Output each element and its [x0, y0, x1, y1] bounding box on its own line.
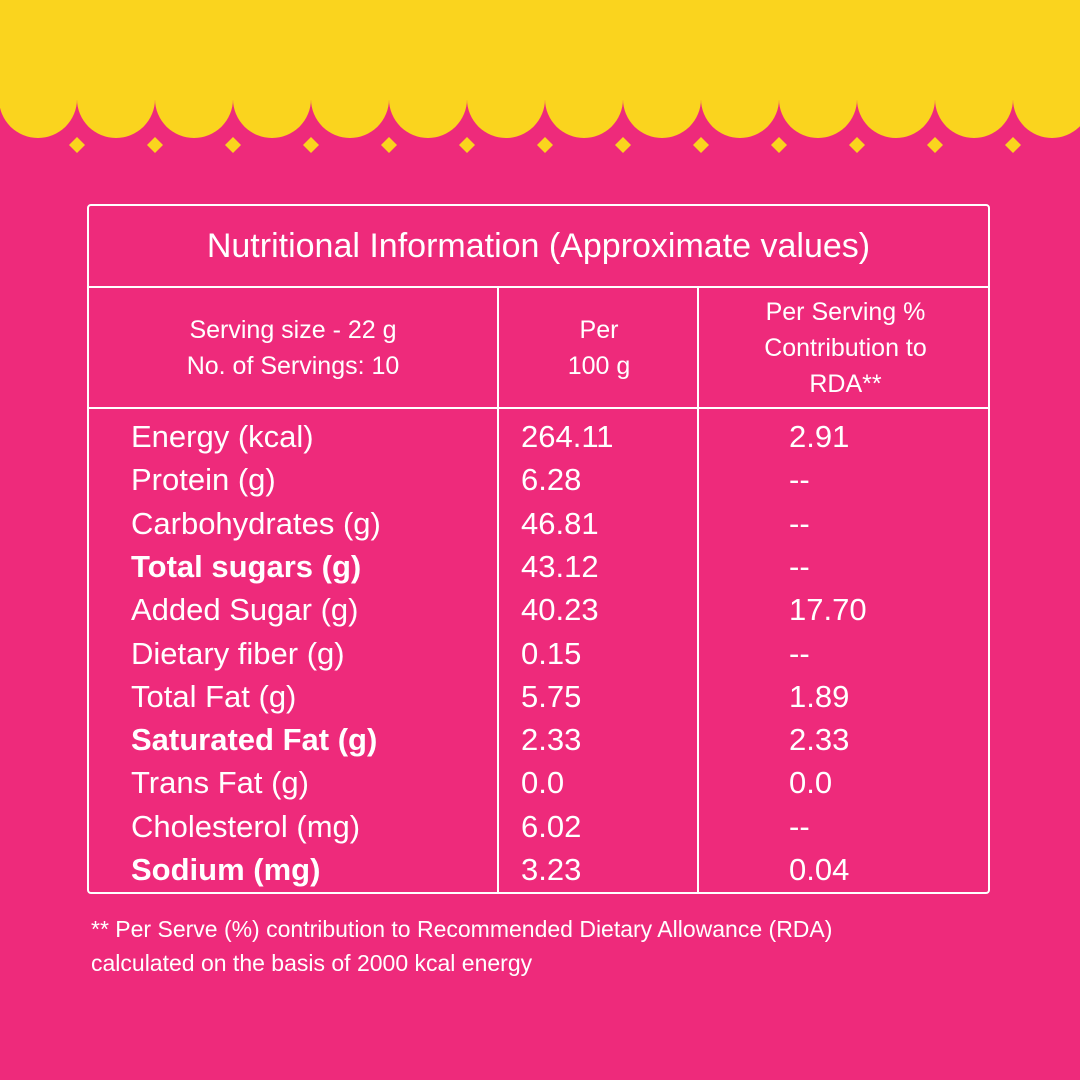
per-100g-value: 6.02: [521, 808, 582, 844]
rda-value: --: [789, 462, 810, 498]
per-100g-value: 0.0: [521, 765, 565, 801]
rda-value: 0.0: [789, 765, 833, 801]
scallop-border-decoration: [0, 0, 1080, 153]
rda-value: 17.70: [789, 592, 867, 628]
header-rda-line1: Per Serving %: [765, 298, 926, 326]
rda-value: 2.33: [789, 722, 850, 758]
table-row: Energy (kcal) 264.11 2.91: [89, 415, 988, 458]
header-per-100g-line1: Per: [579, 316, 619, 344]
header-per-100g-line2: 100 g: [567, 352, 631, 380]
header-rda-line2: Contribution to: [764, 334, 927, 362]
footnote-line-2: calculated on the basis of 2000 kcal ene…: [91, 950, 533, 976]
header-rda: Per Serving % Contribution to RDA**: [701, 288, 990, 408]
per-100g-value: 5.75: [521, 678, 582, 714]
column-divider-1: [497, 286, 499, 892]
table-title: Nutritional Information (Approximate val…: [206, 226, 871, 265]
rda-value: --: [789, 505, 810, 541]
table-row: Total sugars (g) 43.12 --: [89, 545, 988, 588]
header-servings-count: No. of Servings: 10: [186, 352, 400, 380]
nutrient-name: Cholesterol (mg): [131, 808, 361, 844]
nutrient-name: Total sugars (g): [131, 548, 362, 584]
per-100g-value: 0.15: [521, 635, 582, 671]
table-row: Dietary fiber (g) 0.15 --: [89, 632, 988, 675]
nutrient-name: Total Fat (g): [131, 678, 297, 714]
table-row: Trans Fat (g) 0.0 0.0: [89, 761, 988, 804]
rda-value: --: [789, 635, 810, 671]
title-divider: [89, 286, 988, 288]
column-divider-2: [697, 286, 699, 892]
rda-value: --: [789, 808, 810, 844]
table-row: Saturated Fat (g) 2.33 2.33: [89, 718, 988, 761]
table-row: Protein (g) 6.28 --: [89, 458, 988, 501]
rda-value: 2.91: [789, 419, 850, 454]
per-100g-value: 46.81: [521, 505, 599, 541]
per-100g-value: 40.23: [521, 592, 599, 628]
table-row: Cholesterol (mg) 6.02 --: [89, 805, 988, 848]
table-row: Carbohydrates (g) 46.81 --: [89, 502, 988, 545]
nutrient-name: Protein (g): [131, 462, 276, 498]
header-serving-size: Serving size - 22 g: [189, 316, 397, 344]
header-serving-info: Serving size - 22 g No. of Servings: 10: [89, 288, 497, 408]
header-per-100g: Per 100 g: [499, 288, 699, 408]
nutrient-name: Saturated Fat (g): [131, 722, 378, 758]
nutrient-name: Sodium (mg): [131, 852, 321, 887]
nutrient-name: Carbohydrates (g): [131, 505, 381, 541]
rda-value: 1.89: [789, 678, 850, 714]
table-row: Total Fat (g) 5.75 1.89: [89, 675, 988, 718]
footnote-line-1: ** Per Serve (%) contribution to Recomme…: [91, 916, 833, 942]
footnote: ** Per Serve (%) contribution to Recomme…: [91, 912, 1031, 980]
rda-value: --: [789, 548, 810, 584]
per-100g-value: 43.12: [521, 548, 599, 584]
per-100g-value: 2.33: [521, 722, 582, 758]
nutrient-name: Added Sugar (g): [131, 592, 359, 628]
header-divider: [89, 407, 988, 409]
nutrient-name: Trans Fat (g): [131, 765, 309, 801]
table-row: Added Sugar (g) 40.23 17.70: [89, 588, 988, 631]
per-100g-value: 264.11: [521, 419, 614, 454]
nutrient-name: Energy (kcal): [131, 419, 314, 454]
table-row: Sodium (mg) 3.23 0.04: [89, 848, 988, 891]
per-100g-value: 6.28: [521, 462, 582, 498]
header-rda-line3: RDA**: [809, 370, 882, 398]
rda-value: 0.04: [789, 852, 850, 887]
per-100g-value: 3.23: [521, 852, 582, 887]
nutrient-name: Dietary fiber (g): [131, 635, 345, 671]
nutrition-table: Nutritional Information (Approximate val…: [87, 204, 990, 894]
